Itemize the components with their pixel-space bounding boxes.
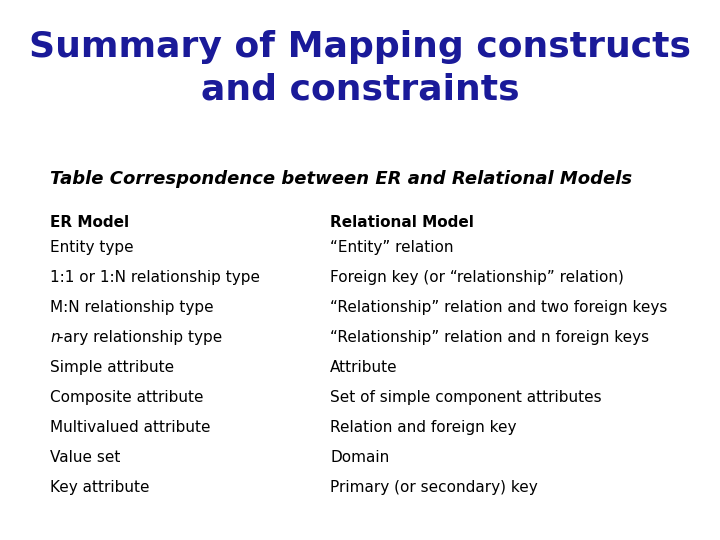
Text: Table Correspondence between ER and Relational Models: Table Correspondence between ER and Rela… bbox=[50, 170, 632, 188]
Text: M:N relationship type: M:N relationship type bbox=[50, 300, 214, 315]
Text: Composite attribute: Composite attribute bbox=[50, 390, 204, 405]
Text: “Relationship” relation and n foreign keys: “Relationship” relation and n foreign ke… bbox=[330, 330, 649, 345]
Text: Set of simple component attributes: Set of simple component attributes bbox=[330, 390, 602, 405]
Text: ER Model: ER Model bbox=[50, 215, 129, 230]
Text: “Relationship” relation and two foreign keys: “Relationship” relation and two foreign … bbox=[330, 300, 667, 315]
Text: Attribute: Attribute bbox=[330, 360, 397, 375]
Text: Summary of Mapping constructs
and constraints: Summary of Mapping constructs and constr… bbox=[29, 30, 691, 106]
Text: “Entity” relation: “Entity” relation bbox=[330, 240, 454, 255]
Text: n: n bbox=[50, 330, 60, 345]
Text: Multivalued attribute: Multivalued attribute bbox=[50, 420, 210, 435]
Text: Relation and foreign key: Relation and foreign key bbox=[330, 420, 516, 435]
Text: -ary relationship type: -ary relationship type bbox=[58, 330, 222, 345]
Text: 1:1 or 1:N relationship type: 1:1 or 1:N relationship type bbox=[50, 270, 260, 285]
Text: Relational Model: Relational Model bbox=[330, 215, 474, 230]
Text: Value set: Value set bbox=[50, 450, 120, 465]
Text: Foreign key (or “relationship” relation): Foreign key (or “relationship” relation) bbox=[330, 270, 624, 285]
Text: Domain: Domain bbox=[330, 450, 390, 465]
Text: Primary (or secondary) key: Primary (or secondary) key bbox=[330, 480, 538, 495]
Text: Key attribute: Key attribute bbox=[50, 480, 150, 495]
Text: Entity type: Entity type bbox=[50, 240, 134, 255]
Text: Simple attribute: Simple attribute bbox=[50, 360, 174, 375]
